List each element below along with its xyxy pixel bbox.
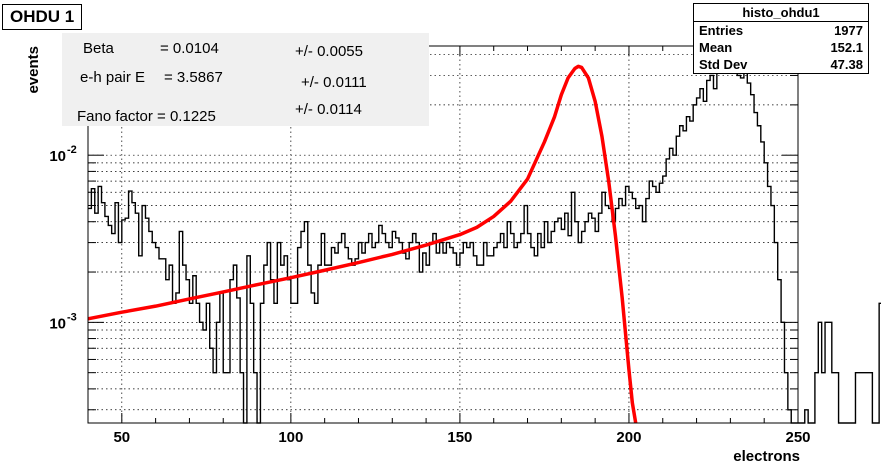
fit-curve-layer: [87, 64, 638, 424]
stats-row-stddev: Std Dev 47.38: [694, 56, 868, 73]
eh-pair-error: +/- 0.0111: [301, 74, 367, 91]
y-tick-label: 10: [49, 315, 66, 332]
x-tick-label: 150: [447, 429, 472, 446]
x-tick-label: 200: [616, 429, 641, 446]
fit-curve: [87, 64, 638, 424]
beta-value: = 0.0104: [160, 40, 219, 57]
plot-frame: [87, 45, 799, 424]
beta-error: +/- 0.0055: [295, 43, 363, 60]
stats-title: histo_ohdu1: [694, 4, 868, 22]
stats-value: 1977: [834, 23, 863, 38]
x-axis-label: electrons: [733, 448, 800, 465]
y-tick-exponent: -2: [67, 144, 77, 156]
stats-box: histo_ohdu1 Entries 1977 Mean 152.1 Std …: [693, 3, 869, 74]
x-tick-label: 50: [113, 429, 130, 446]
beta-label: Beta: [83, 40, 114, 57]
fit-parameters-box: Beta = 0.0104 +/- 0.0055 e-h pair E = 3.…: [62, 33, 429, 126]
eh-pair-value: = 3.5867: [164, 69, 223, 86]
y-tick-exponent: -3: [67, 311, 77, 323]
stats-value: 152.1: [830, 40, 863, 55]
y-axis-label: events: [25, 46, 42, 94]
stats-label: Entries: [699, 23, 744, 38]
stats-label: Std Dev: [699, 57, 748, 72]
histogram-line: [88, 63, 881, 424]
stats-row-entries: Entries 1977: [694, 22, 868, 39]
stats-label: Mean: [699, 40, 733, 55]
stats-row-mean: Mean 152.1: [694, 39, 868, 56]
x-tick-label: 100: [278, 429, 303, 446]
fano-factor-label: Fano factor = 0.1225: [77, 108, 216, 125]
histogram-layer: [88, 63, 881, 424]
stats-value: 47.38: [830, 57, 863, 72]
fano-factor-error: +/- 0.0114: [295, 101, 362, 118]
y-tick-label: 10: [49, 148, 66, 165]
x-tick-label: 250: [785, 429, 810, 446]
eh-pair-label: e-h pair E: [80, 69, 146, 86]
pad-title: OHDU 1: [2, 4, 83, 30]
